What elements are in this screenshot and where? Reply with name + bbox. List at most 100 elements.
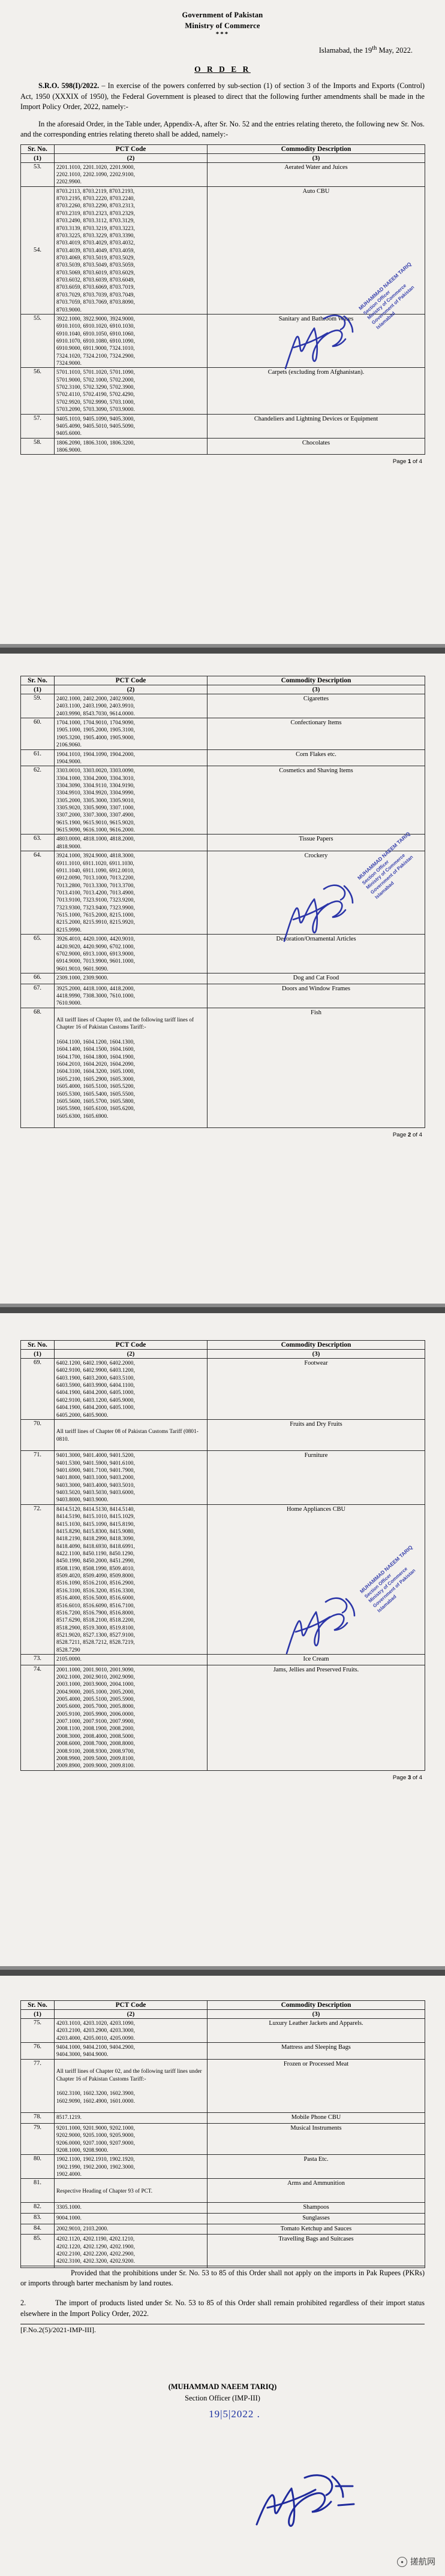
cell-pct-code: Respective Heading of Chapter 93 of PCT. bbox=[54, 2178, 208, 2203]
cell-pct-code: 8414.5120, 8414.5130, 8414.5140, 8414.51… bbox=[54, 1504, 208, 1655]
table-number-row: (1) (2) (3) bbox=[20, 153, 425, 163]
cell-commodity: Mobile Phone CBU bbox=[207, 2112, 425, 2124]
cell-commodity: Auto CBU bbox=[207, 186, 425, 315]
table-row: 84. 2002.9010, 2103.2000. Tomato Ketchup… bbox=[20, 2223, 425, 2235]
table-row: 59. 2402.1000, 2402.2000, 2402.9000, 240… bbox=[20, 693, 425, 719]
table-row: 79. 9201.1000, 9201.9000, 9202.1000, 920… bbox=[20, 2123, 425, 2155]
cell-sr-no: 83. bbox=[20, 2213, 55, 2224]
cell-sr-no: 84. bbox=[20, 2223, 55, 2235]
cell-pct-code: 1904.1010, 1904.1090, 1904.2000, 1904.90… bbox=[54, 749, 208, 767]
col-num-2: (2) bbox=[54, 685, 208, 694]
col-header-sr-no: Sr. No. bbox=[20, 1340, 55, 1350]
document-page-1: Government of Pakistan Ministry of Comme… bbox=[0, 0, 445, 644]
col-header-pct-code: PCT Code bbox=[54, 1340, 208, 1350]
cell-commodity: Pasta Etc. bbox=[207, 2154, 425, 2179]
cell-pct-code: 9201.1000, 9201.9000, 9202.1000, 9202.90… bbox=[54, 2123, 208, 2155]
cell-pct-code: 2402.1000, 2402.2000, 2402.9000, 2403.11… bbox=[54, 693, 208, 719]
cell-sr-no: 78. bbox=[20, 2112, 55, 2124]
amendment-paragraph: In the aforesaid Order, in the Table und… bbox=[20, 119, 425, 139]
col-header-commodity-description: Commodity Description bbox=[207, 1340, 425, 1350]
cell-pct-note: All tariff lines of Chapter 08 of Pakist… bbox=[56, 1428, 199, 1442]
table-row: 58. 1806.2090, 1806.3100, 1806.3200, 180… bbox=[20, 437, 425, 455]
watermark-text: 搓航网 bbox=[410, 2557, 435, 2566]
cell-pct-code: 9401.3000, 9401.4000, 9401.5200, 9401.53… bbox=[54, 1450, 208, 1505]
cell-pct-code: 4203.1010, 4203.1020, 4203.1090, 4203.21… bbox=[54, 2018, 208, 2043]
order-title: O R D E R bbox=[194, 65, 251, 74]
table-number-row: (1) (2) (3) bbox=[20, 1349, 425, 1359]
document-page-2: Sr. No. PCT Code Commodity Description (… bbox=[0, 654, 445, 1304]
table-row: 85. 4202.1120, 4202.1190, 4202.1210, 420… bbox=[20, 2234, 425, 2266]
table-row: 67. 3925.2000, 4418.1000, 4418.2000, 441… bbox=[20, 983, 425, 1008]
site-watermark: ● 搓航网 bbox=[397, 2556, 435, 2568]
cell-pct-code: 2309.1000, 2309.9000. bbox=[54, 972, 208, 984]
sro-number: S.R.O. 598(I)/2022. bbox=[38, 81, 100, 90]
cell-sr-no: 68. bbox=[20, 1007, 55, 1129]
ministry-name: Ministry of Commerce bbox=[185, 22, 260, 31]
table-row: 72. 8414.5120, 8414.5130, 8414.5140, 841… bbox=[20, 1504, 425, 1655]
signature-block: (MUHAMMAD NAEEM TARIQ) Section Officer (… bbox=[20, 2381, 425, 2421]
cell-pct-code: 3305.1000. bbox=[54, 2202, 208, 2214]
cell-pct-code: 2001.1000, 2001.9010, 2001.9090, 2002.10… bbox=[54, 1664, 208, 1771]
cell-sr-no: 61. bbox=[20, 749, 55, 767]
table-row: 78. 8517.1219. Mobile Phone CBU bbox=[20, 2112, 425, 2124]
cell-commodity: Sanitary and Bathroom Wares bbox=[207, 313, 425, 368]
cell-commodity: Travelling Bags and Suitcases bbox=[207, 2234, 425, 2266]
cell-sr-no: 65. bbox=[20, 934, 55, 973]
cell-commodity: Ice Cream bbox=[207, 1654, 425, 1665]
table-row: 57. 9405.1010, 9405.1090, 9405.3000, 940… bbox=[20, 413, 425, 439]
col-header-commodity-description: Commodity Description bbox=[207, 2000, 425, 2010]
cell-pct-code: 9404.1000, 9404.2100, 9404.2900, 9404.30… bbox=[54, 2042, 208, 2060]
cell-commodity: Crockery bbox=[207, 851, 425, 935]
cell-commodity: Shampoos bbox=[207, 2202, 425, 2214]
table-row: 68. All tariff lines of Chapter 03, and … bbox=[20, 1007, 425, 1129]
table-row: 53. 2201.1010, 2201.1020, 2201.9000, 220… bbox=[20, 162, 425, 187]
cell-pct-code: 5701.1010, 5701.1020, 5701.1090, 5701.90… bbox=[54, 367, 208, 415]
col-header-commodity-description: Commodity Description bbox=[207, 676, 425, 685]
col-header-sr-no: Sr. No. bbox=[20, 2000, 55, 2010]
table-row: 65. 3926.4010, 4420.1000, 4420.9010, 442… bbox=[20, 934, 425, 973]
cell-sr-no: 57. bbox=[20, 413, 55, 439]
proviso-paragraph: Provided that the prohibitions under Sr.… bbox=[20, 2268, 425, 2287]
table-row: 81. Respective Heading of Chapter 93 of … bbox=[20, 2178, 425, 2203]
cell-pct-code: 8703.2113, 8703.2119, 8703.2193, 8703.21… bbox=[54, 186, 208, 315]
cell-commodity: Doors and Window Frames bbox=[207, 983, 425, 1008]
table-row: 70. All tariff lines of Chapter 08 of Pa… bbox=[20, 1419, 425, 1452]
sro-body: – In exercise of the powers conferred by… bbox=[20, 81, 425, 111]
cell-sr-no: 79. bbox=[20, 2123, 55, 2155]
table-number-row: (1) (2) (3) bbox=[20, 685, 425, 694]
cell-commodity: Corn Flakes etc. bbox=[207, 749, 425, 767]
cell-commodity: Sunglasses bbox=[207, 2213, 425, 2224]
col-num-1: (1) bbox=[20, 1349, 55, 1359]
cell-commodity: Footwear bbox=[207, 1358, 425, 1420]
col-num-1: (1) bbox=[20, 2009, 55, 2019]
cell-pct-note: All tariff lines of Chapter 02, and the … bbox=[56, 2068, 202, 2082]
sro-paragraph: S.R.O. 598(I)/2022. – In exercise of the… bbox=[20, 81, 425, 112]
cell-sr-no: 66. bbox=[20, 972, 55, 984]
cell-sr-no: 53. bbox=[20, 162, 55, 187]
cell-pct-code: 2201.1010, 2201.1020, 2201.9000, 2202.10… bbox=[54, 162, 208, 187]
col-num-2: (2) bbox=[54, 2009, 208, 2019]
letterhead: Government of Pakistan Ministry of Comme… bbox=[20, 10, 425, 38]
table-row: 76. 9404.1000, 9404.2100, 9404.2900, 940… bbox=[20, 2042, 425, 2060]
clause-2-number: 2. bbox=[20, 2298, 26, 2307]
cell-pct-code: 1704.1000, 1704.9010, 1704.9090, 1905.10… bbox=[54, 718, 208, 750]
cell-pct-list: 1604.1100, 1604.1200, 1604.1300, 1604.14… bbox=[56, 1039, 135, 1119]
cell-commodity bbox=[207, 2265, 425, 2268]
table-row: 62. 3303.0010, 3303.0020, 3303.0090, 330… bbox=[20, 766, 425, 835]
table-header-row: Sr. No. PCT Code Commodity Description bbox=[20, 1340, 425, 1350]
appendix-a-table-page3: Sr. No. PCT Code Commodity Description (… bbox=[20, 1340, 425, 1771]
cell-commodity: Carpets (excluding from Afghanistan). bbox=[207, 367, 425, 415]
cell-commodity: Confectionary Items bbox=[207, 718, 425, 750]
table-row: 77. All tariff lines of Chapter 02, and … bbox=[20, 2058, 425, 2114]
table-row: 63. 4803.0000, 4818.1000, 4818.2000, 481… bbox=[20, 834, 425, 852]
cell-pct-code: 1806.2090, 1806.3100, 1806.3200, 1806.90… bbox=[54, 437, 208, 455]
cell-sr-no: 74. bbox=[20, 1664, 55, 1771]
cell-sr-no: 70. bbox=[20, 1419, 55, 1452]
cell-sr-no: 56. bbox=[20, 367, 55, 415]
cell-sr-no: 71. bbox=[20, 1450, 55, 1505]
page-number: Page 2 of 4 bbox=[392, 1132, 422, 1139]
cell-commodity: Luxury Leather Jackets and Apparels. bbox=[207, 2018, 425, 2043]
cell-commodity: Fish bbox=[207, 1007, 425, 1129]
cell-pct-code: 3926.4010, 4420.1000, 4420.9010, 4420.90… bbox=[54, 934, 208, 973]
cell-sr-no: 54. bbox=[20, 186, 55, 315]
